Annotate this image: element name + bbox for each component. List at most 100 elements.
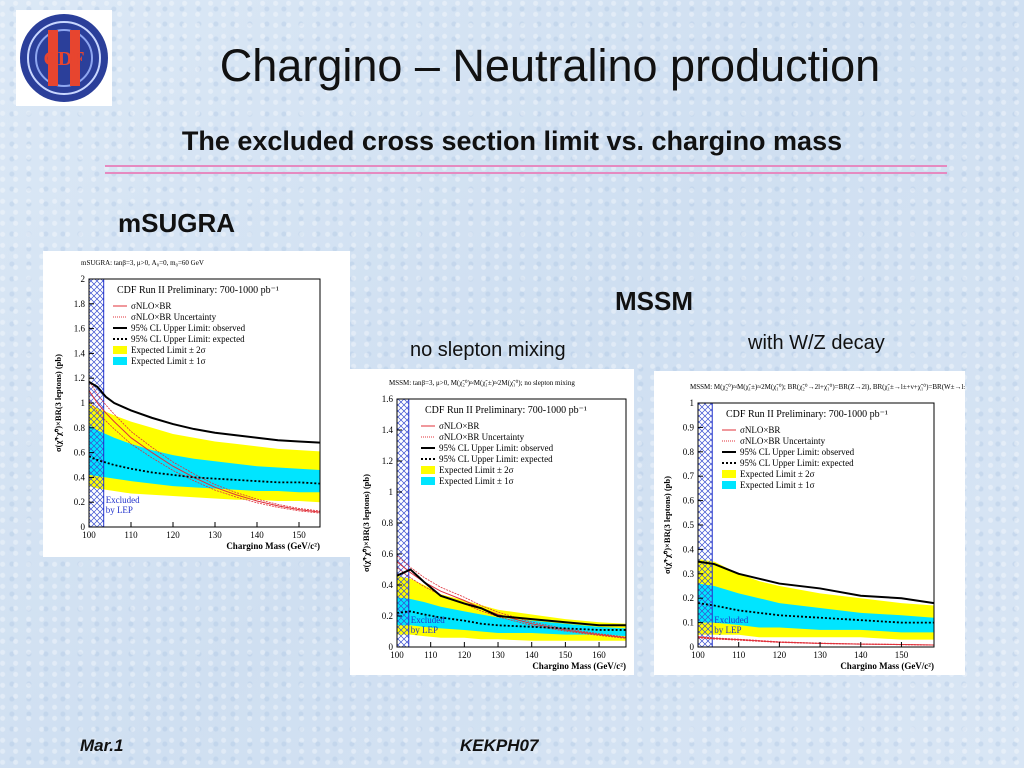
expected-limit-line (697, 602, 934, 624)
y-tick-label: 0.3 (683, 569, 695, 579)
excluded-label-line1: Excluded (106, 495, 140, 505)
x-tick-label: 140 (854, 650, 868, 660)
x-tick-label: 160 (592, 650, 606, 660)
legend-swatch-2sigma (421, 466, 435, 474)
theory-uncertainty-upper (396, 555, 627, 638)
x-axis-label: Chargino Mass (GeV/c²) (532, 661, 626, 671)
legend-entry: 95% CL Upper Limit: expected (740, 458, 854, 468)
legend-entry: Expected Limit ± 1σ (131, 356, 206, 366)
legend-entry: Expected Limit ± 2σ (740, 469, 815, 479)
x-tick-label: 110 (124, 530, 138, 540)
legend-entry: 95% CL Upper Limit: observed (740, 447, 855, 457)
plot-header: MSSM: M(χ̃₂⁰)≈M(χ̃₁±)≈2M(χ̃₁⁰); BR(χ̃₂⁰→… (690, 383, 965, 391)
theory-sigma-nlo-line (88, 390, 321, 513)
excluded-label-line2: by LEP (106, 505, 133, 515)
x-tick-label: 130 (813, 650, 827, 660)
y-tick-label: 0.4 (382, 580, 394, 590)
theory-uncertainty-upper (88, 380, 321, 512)
y-tick-label: 1.4 (74, 348, 86, 358)
legend-entry: σNLO×BR (740, 425, 780, 435)
y-tick-label: 0.9 (683, 422, 695, 432)
observed-limit-line (396, 568, 626, 627)
expected-limit-line (396, 610, 626, 631)
cdf-logo: CDF (16, 10, 112, 106)
x-tick-label: 130 (491, 650, 505, 660)
plot-panel-msugra: mSUGRA: tanβ=3, μ>0, A₀=0, m₀=60 GeV Excl… (43, 251, 350, 557)
x-tick-label: 150 (292, 530, 306, 540)
legend-entry: σNLO×BR (439, 421, 479, 431)
legend-entry: Expected Limit ± 2σ (131, 345, 206, 355)
y-tick-label: 1 (389, 487, 394, 497)
y-tick-label: 1 (81, 398, 86, 408)
divider-line-top (105, 165, 947, 167)
plot-panel-mssm-wz: MSSM: M(χ̃₂⁰)≈M(χ̃₁±)≈2M(χ̃₁⁰); BR(χ̃₂⁰→… (654, 371, 965, 675)
legend-entry: 95% CL Upper Limit: expected (131, 334, 245, 344)
y-tick-label: 0.4 (683, 544, 695, 554)
expected-limit-1sigma-band (89, 425, 320, 493)
legend-entry: σNLO×BR Uncertainty (131, 312, 217, 322)
legend-entry: σNLO×BR (131, 301, 171, 311)
x-tick-label: 120 (166, 530, 180, 540)
footer-date: Mar.1 (80, 736, 124, 755)
x-tick-label: 120 (458, 650, 472, 660)
theory-uncertainty-lower (396, 567, 627, 639)
x-tick-label: 150 (895, 650, 909, 660)
legend-entry: Expected Limit ± 1σ (740, 480, 815, 490)
y-axis-label: σ(χ̃⁺χ̃⁰)×BR(3 leptons) (pb) (361, 474, 371, 572)
legend-entry: 95% CL Upper Limit: observed (131, 323, 246, 333)
y-tick-label: 0.6 (74, 448, 86, 458)
mssm-label: MSSM (615, 286, 693, 316)
x-tick-label: 110 (424, 650, 438, 660)
y-tick-label: 0 (81, 522, 86, 532)
y-tick-label: 0.2 (683, 593, 694, 603)
exclusion-plot-mssm-no-slepton: MSSM: tanβ=3, μ>0, M(χ̃₂⁰)≈M(χ̃₁±)≈2M(χ̃… (361, 379, 627, 671)
expected-limit-1sigma-band (698, 583, 934, 633)
x-tick-label: 120 (773, 650, 787, 660)
plot-header: MSSM: tanβ=3, μ>0, M(χ̃₂⁰)≈M(χ̃₁±)≈2M(χ̃… (389, 379, 575, 387)
y-tick-label: 0.7 (683, 471, 695, 481)
footer-conference: KEKPH07 (460, 736, 539, 755)
y-tick-label: 0.5 (683, 520, 695, 530)
slide-subtitle: The excluded cross section limit vs. cha… (181, 126, 843, 156)
excluded-label-line2: by LEP (411, 625, 438, 635)
plot-title: CDF Run II Preliminary: 700-1000 pb⁻¹ (425, 405, 587, 416)
wz-decay-label: with W/Z decay (748, 332, 885, 354)
y-axis-label: σ(χ̃⁺χ̃⁰)×BR(3 leptons) (pb) (53, 354, 63, 452)
divider-line-bottom (105, 172, 947, 174)
x-tick-label: 110 (732, 650, 746, 660)
x-axis-label: Chargino Mass (GeV/c²) (226, 541, 320, 551)
y-tick-label: 0.8 (74, 423, 86, 433)
y-axis-label: σ(χ̃⁺χ̃⁰)×BR(3 leptons) (pb) (662, 476, 672, 574)
y-tick-label: 0.2 (382, 611, 393, 621)
y-tick-label: 1.8 (74, 299, 86, 309)
legend-entry: 95% CL Upper Limit: expected (439, 454, 553, 464)
y-tick-label: 0.6 (683, 496, 695, 506)
y-tick-label: 1.6 (382, 394, 394, 404)
no-slepton-label: no slepton mixing (410, 339, 566, 361)
y-tick-label: 1.6 (74, 324, 86, 334)
excluded-label-line2: by LEP (714, 625, 741, 635)
y-tick-label: 0.2 (74, 497, 85, 507)
x-tick-label: 100 (82, 530, 96, 540)
y-tick-label: 0 (389, 642, 394, 652)
y-tick-label: 0.1 (683, 618, 694, 628)
legend-entry: Expected Limit ± 2σ (439, 465, 514, 475)
plot-header: mSUGRA: tanβ=3, μ>0, A₀=0, m₀=60 GeV (81, 259, 204, 267)
legend-entry: 95% CL Upper Limit: observed (439, 443, 554, 453)
legend-entry: Expected Limit ± 1σ (439, 476, 514, 486)
legend-swatch-2sigma (113, 346, 127, 354)
x-tick-label: 100 (691, 650, 705, 660)
plot-title: CDF Run II Preliminary: 700-1000 pb⁻¹ (117, 285, 279, 296)
y-tick-label: 0.6 (382, 549, 394, 559)
legend-swatch-1sigma (421, 477, 435, 485)
excluded-label-line1: Excluded (714, 615, 748, 625)
x-tick-label: 140 (250, 530, 264, 540)
y-tick-label: 1.2 (382, 456, 393, 466)
x-tick-label: 140 (525, 650, 539, 660)
exclusion-plot-msugra: mSUGRA: tanβ=3, μ>0, A₀=0, m₀=60 GeV Excl… (53, 259, 321, 551)
y-tick-label: 1.4 (382, 425, 394, 435)
svg-text:CDF: CDF (43, 48, 84, 70)
theory-uncertainty-lower (88, 399, 321, 514)
legend-swatch-1sigma (722, 481, 736, 489)
x-tick-label: 130 (208, 530, 222, 540)
